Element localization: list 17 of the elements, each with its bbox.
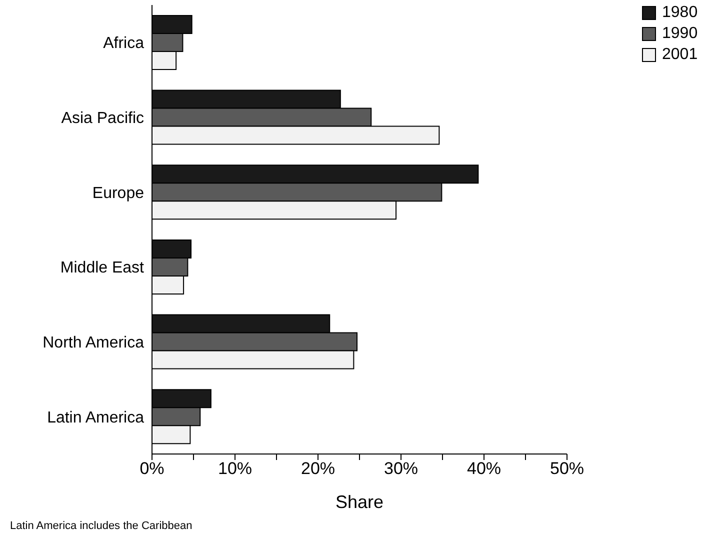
y-tick-label: Africa <box>103 35 144 52</box>
legend-label: 1980 <box>662 4 698 22</box>
x-tick-label: 30% <box>384 459 418 478</box>
y-tick-label: Europe <box>92 184 144 202</box>
y-tick-label: Asia Pacific <box>61 110 144 127</box>
x-tick-label: 10% <box>218 459 252 478</box>
legend-label: 2001 <box>662 46 698 64</box>
x-tick-label: 0% <box>140 459 164 478</box>
x-tick-label: 50% <box>550 459 584 478</box>
x-axis-title: Share <box>335 492 384 512</box>
x-tick-label: 40% <box>466 459 502 478</box>
text: Latin America includes the Caribbean <box>10 520 192 532</box>
y-tick-label: Latin America <box>47 409 144 426</box>
y-tick-label: North America <box>42 334 144 352</box>
x-tick-label: 20% <box>300 459 336 478</box>
y-tick-label: Middle East <box>60 260 145 277</box>
legend-label: 1990 <box>662 25 698 43</box>
